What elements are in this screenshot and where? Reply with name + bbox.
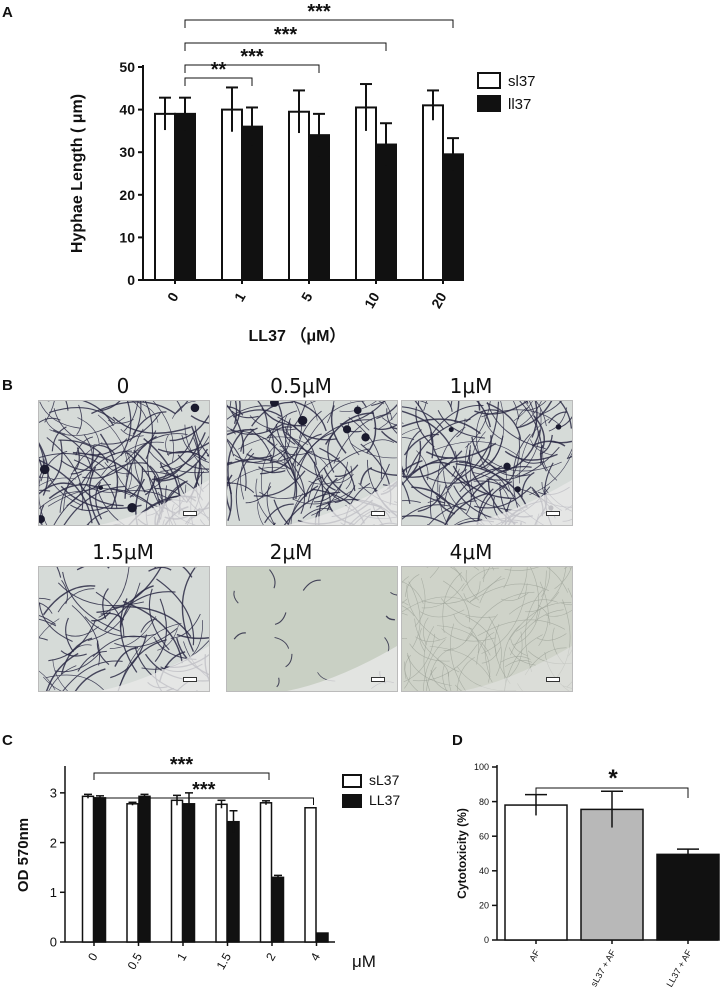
- legend-swatch-ll37: [342, 794, 362, 808]
- micrograph-label: 2μM: [269, 540, 313, 564]
- y-tick-label: 2: [50, 835, 57, 850]
- y-tick-label: 60: [479, 831, 489, 841]
- micrograph-image: [226, 566, 398, 692]
- x-tick-label: sL37 + AF: [589, 948, 618, 989]
- micrograph-label: 0: [116, 374, 130, 398]
- y-axis-title: Hyphae Length ( μm): [69, 94, 86, 253]
- x-tick-label: 20: [428, 289, 450, 311]
- legend-label-sl37: sl37: [508, 73, 536, 90]
- scale-bar: [546, 677, 560, 682]
- micrograph-image: [38, 400, 210, 526]
- y-tick-label: 0: [50, 935, 57, 950]
- bar-cytotoxicity-LL37-AF: [656, 853, 720, 941]
- significance-bracket: [184, 77, 253, 86]
- significance-bracket: [184, 64, 320, 73]
- scale-bar: [183, 511, 197, 516]
- significance-stars: ***: [192, 779, 216, 801]
- panel-letter-a: A: [2, 4, 13, 21]
- bar-ll37-4: [316, 932, 329, 943]
- scale-bar: [183, 677, 197, 682]
- panel-letter-d: D: [452, 732, 463, 749]
- scale-bar: [546, 511, 560, 516]
- y-tick-label: 50: [119, 59, 135, 75]
- legend-swatch-sl37: [342, 774, 362, 788]
- legend-label-ll37: ll37: [508, 96, 531, 113]
- significance-stars: *: [608, 765, 618, 792]
- y-tick-label: 40: [479, 866, 489, 876]
- x-tick-label: AF: [527, 948, 542, 963]
- significance-bracket: [184, 42, 387, 51]
- y-tick-label: 20: [119, 187, 135, 203]
- panel-letter-c: C: [2, 732, 13, 749]
- legend-swatch-sl37: [477, 72, 501, 89]
- significance-stars: ***: [240, 46, 264, 68]
- significance-stars: ***: [307, 1, 331, 23]
- significance-bracket: [93, 797, 314, 805]
- y-tick-label: 3: [50, 786, 57, 801]
- significance-bracket: [93, 772, 270, 780]
- y-tick-label: 20: [479, 901, 489, 911]
- micrograph-image: [401, 400, 573, 526]
- micrograph-label: 1.5μM: [92, 540, 154, 564]
- scale-bar: [371, 511, 385, 516]
- legend-swatch-ll37: [477, 95, 501, 112]
- x-tick-label: LL37 + AF: [664, 948, 694, 989]
- micrograph-image: [38, 566, 210, 692]
- y-tick-label: 30: [119, 144, 135, 160]
- bar-cytotoxicity-AF: [504, 804, 568, 941]
- y-tick-label: 80: [479, 797, 489, 807]
- micrograph-label: 4μM: [449, 540, 493, 564]
- bar-cytotoxicity-sL37-AF: [580, 808, 644, 941]
- micrograph-label: 1μM: [449, 374, 493, 398]
- micrograph-image: [401, 566, 573, 692]
- significance-bracket: [184, 19, 454, 28]
- x-axis-unit: μM: [352, 952, 376, 971]
- significance-stars: ***: [274, 24, 298, 46]
- x-tick-label: 10: [361, 289, 383, 311]
- x-axis-title: LL37 （μM）: [249, 327, 346, 345]
- y-tick-label: 40: [119, 102, 135, 118]
- panel-letter-b: B: [2, 377, 13, 394]
- significance-bracket: [535, 787, 689, 798]
- micrograph-image: [226, 400, 398, 526]
- significance-stars: ***: [170, 754, 194, 776]
- y-axis-title: Cytotoxicity (%): [455, 808, 469, 899]
- micrograph-label: 0.5μM: [270, 374, 332, 398]
- y-tick-label: 0: [127, 272, 135, 288]
- y-tick-label: 1: [50, 885, 57, 900]
- y-tick-label: 100: [474, 762, 489, 772]
- legend-label-sl37: sL37: [369, 772, 400, 788]
- y-axis-title: OD 570nm: [15, 818, 32, 892]
- y-tick-label: 0: [484, 935, 489, 945]
- scale-bar: [371, 677, 385, 682]
- y-tick-label: 10: [119, 229, 135, 245]
- bar-sl37-4: [304, 807, 317, 943]
- legend-label-ll37: LL37: [369, 792, 400, 808]
